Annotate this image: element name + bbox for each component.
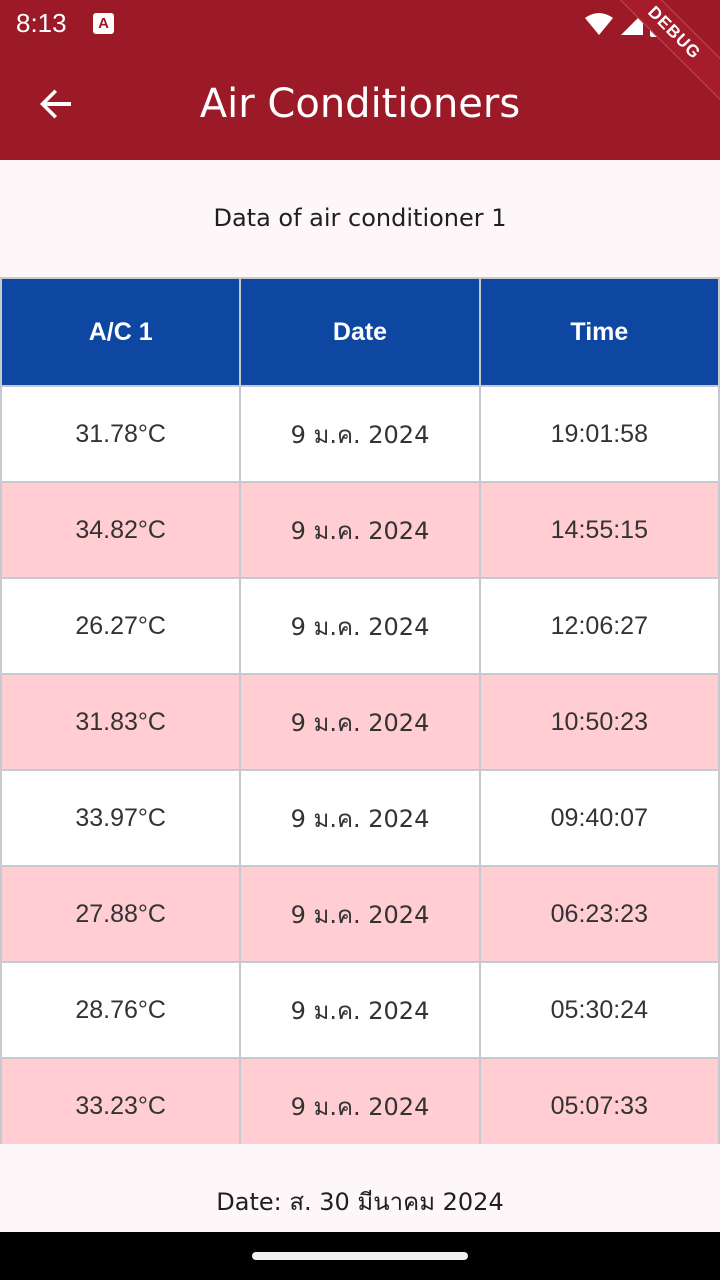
- temperature-cell: 27.88°C: [0, 865, 242, 963]
- date-cell: 9 ม.ค. 2024: [239, 481, 481, 579]
- system-nav-bar: [0, 1232, 720, 1280]
- time-cell: 06:23:23: [478, 865, 720, 963]
- date-cell: 9 ม.ค. 2024: [239, 385, 481, 483]
- table-row: 27.88°C 9 ม.ค. 2024 06:23:23: [0, 865, 720, 963]
- date-cell: 9 ม.ค. 2024: [239, 577, 481, 675]
- home-gesture-handle[interactable]: [252, 1252, 468, 1260]
- time-cell: 05:07:33: [478, 1057, 720, 1144]
- table-subtitle: Data of air conditioner 1: [213, 204, 507, 232]
- notification-icon: A: [93, 13, 114, 34]
- table-row: 31.83°C 9 ม.ค. 2024 10:50:23: [0, 673, 720, 771]
- table-row: 28.76°C 9 ม.ค. 2024 05:30:24: [0, 961, 720, 1059]
- time-cell: 09:40:07: [478, 769, 720, 867]
- time-cell: 14:55:15: [478, 481, 720, 579]
- data-table-scroll[interactable]: A/C 1 Date Time 31.78°C 9 ม.ค. 2024 19:0…: [0, 277, 720, 1144]
- time-cell: 10:50:23: [478, 673, 720, 771]
- status-bar: 8:13 A: [0, 0, 720, 48]
- time-cell: 19:01:58: [478, 385, 720, 483]
- time-cell: 12:06:27: [478, 577, 720, 675]
- date-cell: 9 ม.ค. 2024: [239, 1057, 481, 1144]
- date-cell: 9 ม.ค. 2024: [239, 769, 481, 867]
- table-row: 34.82°C 9 ม.ค. 2024 14:55:15: [0, 481, 720, 579]
- wifi-icon: [585, 13, 613, 35]
- table-row: 33.97°C 9 ม.ค. 2024 09:40:07: [0, 769, 720, 867]
- table-row: 33.23°C 9 ม.ค. 2024 05:07:33: [0, 1057, 720, 1144]
- column-header-ac: A/C 1: [0, 277, 242, 387]
- column-header-date: Date: [239, 277, 481, 387]
- table-header-row: A/C 1 Date Time: [0, 277, 720, 387]
- temperature-cell: 26.27°C: [0, 577, 242, 675]
- back-button[interactable]: [28, 76, 84, 132]
- temperature-cell: 28.76°C: [0, 961, 242, 1059]
- temperature-cell: 33.23°C: [0, 1057, 242, 1144]
- temperature-cell: 33.97°C: [0, 769, 242, 867]
- page-title: Air Conditioners: [199, 81, 521, 127]
- table-row: 26.27°C 9 ม.ค. 2024 12:06:27: [0, 577, 720, 675]
- date-cell: 9 ม.ค. 2024: [239, 865, 481, 963]
- temperature-cell: 31.78°C: [0, 385, 242, 483]
- date-cell: 9 ม.ค. 2024: [239, 673, 481, 771]
- temperature-cell: 34.82°C: [0, 481, 242, 579]
- data-table: A/C 1 Date Time 31.78°C 9 ม.ค. 2024 19:0…: [0, 277, 720, 1144]
- date-cell: 9 ม.ค. 2024: [239, 961, 481, 1059]
- table-row: 31.78°C 9 ม.ค. 2024 19:01:58: [0, 385, 720, 483]
- time-cell: 05:30:24: [478, 961, 720, 1059]
- temperature-cell: 31.83°C: [0, 673, 242, 771]
- arrow-left-icon: [40, 89, 71, 119]
- status-time: 8:13: [16, 8, 67, 38]
- column-header-time: Time: [478, 277, 720, 387]
- app-bar: Air Conditioners: [0, 48, 720, 160]
- footer-date: Date: ส. 30 มีนาคม 2024: [216, 1188, 504, 1216]
